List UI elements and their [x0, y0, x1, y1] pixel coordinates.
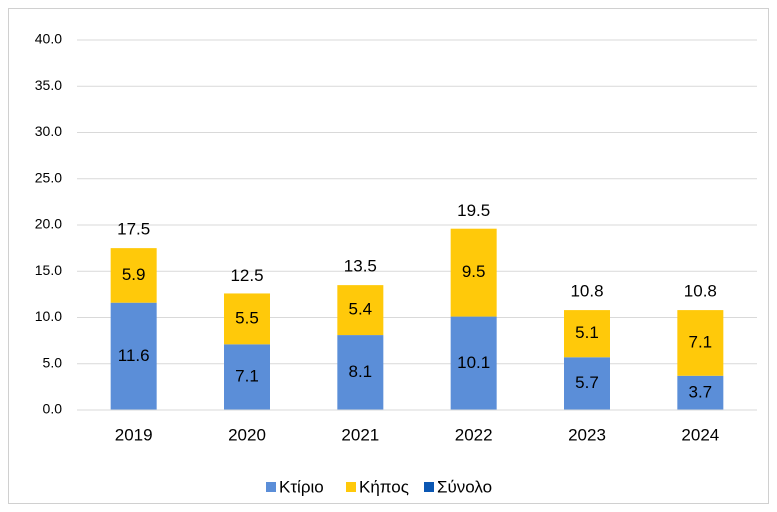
value-label: 8.1	[349, 362, 373, 381]
y-tick-label: 30.0	[35, 123, 62, 139]
legend-label: Κτίριο	[279, 477, 324, 496]
bar-segment	[564, 310, 610, 358]
bar-segment	[450, 316, 497, 410]
y-tick-label: 10.0	[35, 308, 62, 324]
total-label: 19.5	[457, 201, 490, 220]
legend-label: Κήπος	[359, 477, 409, 496]
y-tick-label: 25.0	[35, 169, 62, 185]
bar-segment	[677, 310, 724, 376]
x-tick-label: 2021	[341, 425, 379, 444]
y-tick-label: 5.0	[43, 354, 63, 370]
bar-segment	[564, 357, 610, 410]
y-tick-label: 20.0	[35, 216, 62, 232]
value-label: 7.1	[689, 332, 713, 351]
bar-segment	[450, 228, 497, 317]
y-tick-label: 35.0	[35, 77, 62, 93]
bar-segment	[110, 248, 157, 303]
value-label: 5.9	[122, 265, 146, 284]
value-label: 10.1	[457, 353, 490, 372]
x-tick-label: 2024	[681, 425, 719, 444]
bar-segment	[110, 302, 157, 410]
value-label: 9.5	[462, 262, 486, 281]
value-label: 5.7	[575, 373, 599, 392]
bar-segment	[224, 344, 270, 410]
total-label: 10.8	[570, 282, 603, 301]
value-label: 5.4	[349, 300, 373, 319]
y-tick-label: 40.0	[35, 31, 62, 47]
value-label: 3.7	[689, 382, 713, 401]
total-label: 13.5	[344, 257, 377, 276]
value-label: 11.6	[118, 346, 150, 365]
x-tick-label: 2019	[115, 425, 153, 444]
value-label: 5.1	[575, 323, 599, 342]
x-tick-label: 2022	[455, 425, 493, 444]
y-tick-label: 0.0	[43, 401, 63, 417]
legend-swatch	[424, 482, 434, 492]
total-label: 10.8	[684, 282, 717, 301]
bar-segment	[677, 375, 724, 410]
total-label: 12.5	[230, 266, 263, 285]
bar-segment	[224, 293, 270, 345]
value-label: 5.5	[235, 308, 259, 327]
y-tick-label: 15.0	[35, 262, 62, 278]
x-tick-label: 2020	[228, 425, 266, 444]
x-tick-label: 2023	[568, 425, 606, 444]
legend-swatch	[266, 482, 276, 492]
total-label: 17.5	[117, 220, 150, 239]
legend-label: Σύνολο	[437, 477, 492, 496]
bar-segment	[337, 285, 384, 336]
bar-segment	[337, 335, 384, 410]
legend-swatch	[346, 482, 356, 492]
value-label: 7.1	[235, 367, 259, 386]
